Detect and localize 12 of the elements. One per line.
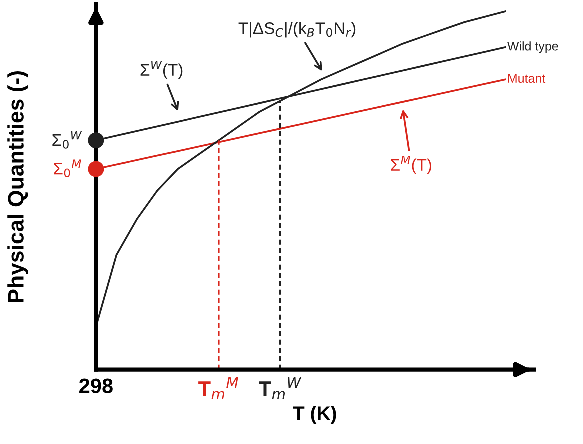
x-tick-label: 298 — [80, 378, 113, 394]
annotation: Σ$_{0}$$^{M}$ — [54, 160, 82, 178]
series-label: Wild type — [507, 42, 558, 54]
x-tick-label: T$_{m}$$^{M}$ — [198, 377, 238, 400]
text: T|ΔS$_{C}$|/(k$_{B}$T$_{0}$N$_{r}$) — [238, 22, 356, 38]
annotation: Σ$_{0}$$^{W}$ — [52, 131, 82, 149]
annotation: Σ$^{W}$(T) — [140, 60, 183, 80]
x-axis-title: T (K) — [293, 406, 336, 424]
series-label: Mutant — [508, 74, 546, 84]
y-axis-title: Physical Quantities (-) — [8, 72, 28, 302]
annotation: Σ$^{M}$(T) — [391, 156, 432, 174]
x-tick-label: T$_{m}$$^{W}$ — [259, 377, 302, 400]
